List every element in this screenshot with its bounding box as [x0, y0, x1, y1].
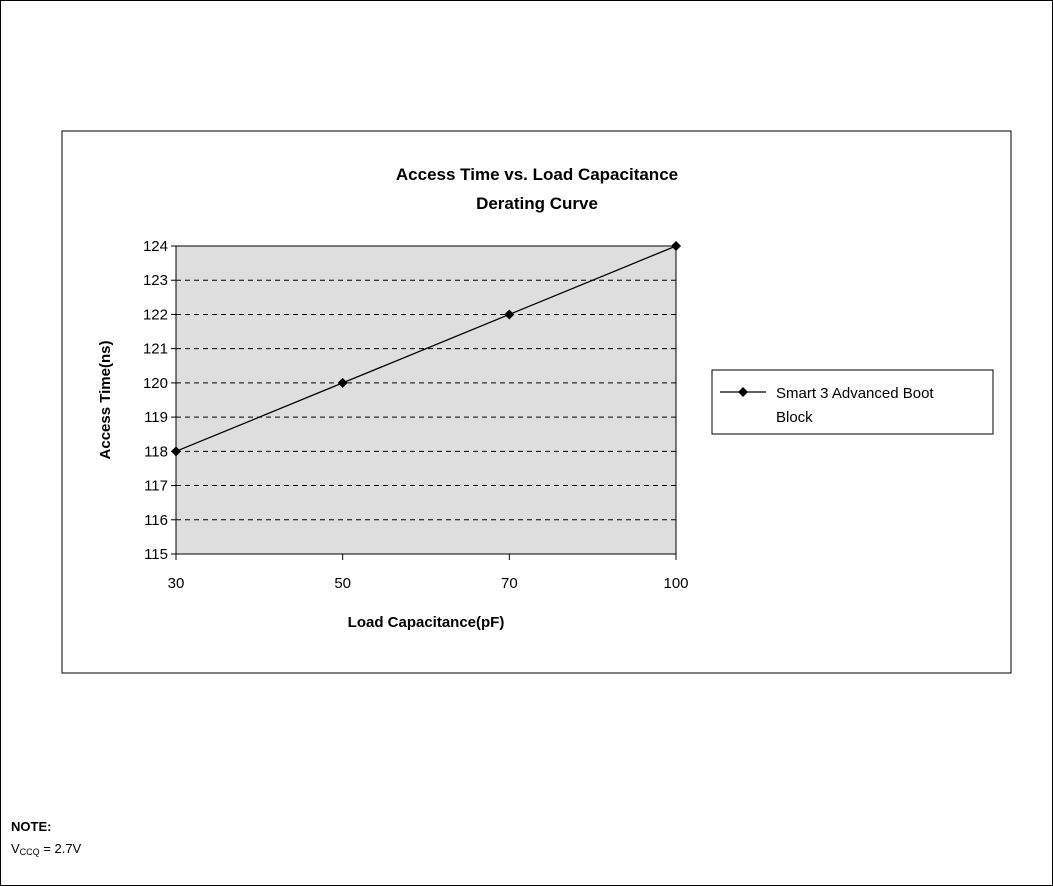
legend: Smart 3 Advanced Boot Block [711, 369, 994, 435]
y-axis-label: Access Time(ns) [97, 341, 114, 460]
series-group [171, 241, 681, 457]
legend-box [711, 369, 994, 435]
legend-entry-label-line-2: Block [776, 409, 813, 426]
x-tick-label: 50 [334, 575, 351, 592]
legend-swatch-marker [738, 387, 748, 397]
x-axis: 30 50 70 100 [168, 553, 689, 592]
y-tick-label: 117 [144, 478, 168, 495]
x-tick-label: 30 [168, 575, 185, 592]
y-tick-label: 120 [143, 375, 168, 392]
y-tick-label: 118 [144, 443, 168, 460]
y-tick-label: 116 [144, 512, 168, 529]
y-axis: 115 116 117 118 119 120 121 122 123 124 [143, 238, 177, 563]
x-tick-label: 70 [501, 575, 518, 592]
data-point-marker [671, 241, 681, 251]
x-axis-label: Load Capacitance(pF) [348, 614, 505, 631]
data-point-marker [337, 377, 348, 388]
note: NOTE: VCCQ = 2.7V [11, 818, 81, 858]
note-subscript: CCQ [19, 847, 40, 858]
y-tick-label: 115 [144, 546, 168, 563]
note-body: VCCQ = 2.7V [11, 840, 81, 858]
chart-title-line-2: Derating Curve [476, 194, 598, 213]
legend-entry-label-line-1: Smart 3 Advanced Boot [776, 385, 934, 402]
series-line [175, 245, 677, 452]
data-point-marker [504, 309, 515, 320]
note-suffix: = 2.7V [39, 841, 82, 857]
note-prefix: V [11, 841, 20, 857]
y-tick-label: 123 [143, 272, 168, 289]
note-heading: NOTE: [11, 819, 52, 834]
y-tick-label: 119 [144, 409, 168, 426]
plot-area [175, 245, 677, 555]
data-point-marker [171, 446, 181, 457]
x-tick-label: 100 [663, 575, 688, 592]
y-tick-label: 121 [143, 341, 168, 358]
y-tick-label: 124 [143, 238, 168, 255]
y-tick-label: 122 [143, 306, 168, 323]
chart-title-line-1: Access Time vs. Load Capacitance [396, 165, 678, 184]
